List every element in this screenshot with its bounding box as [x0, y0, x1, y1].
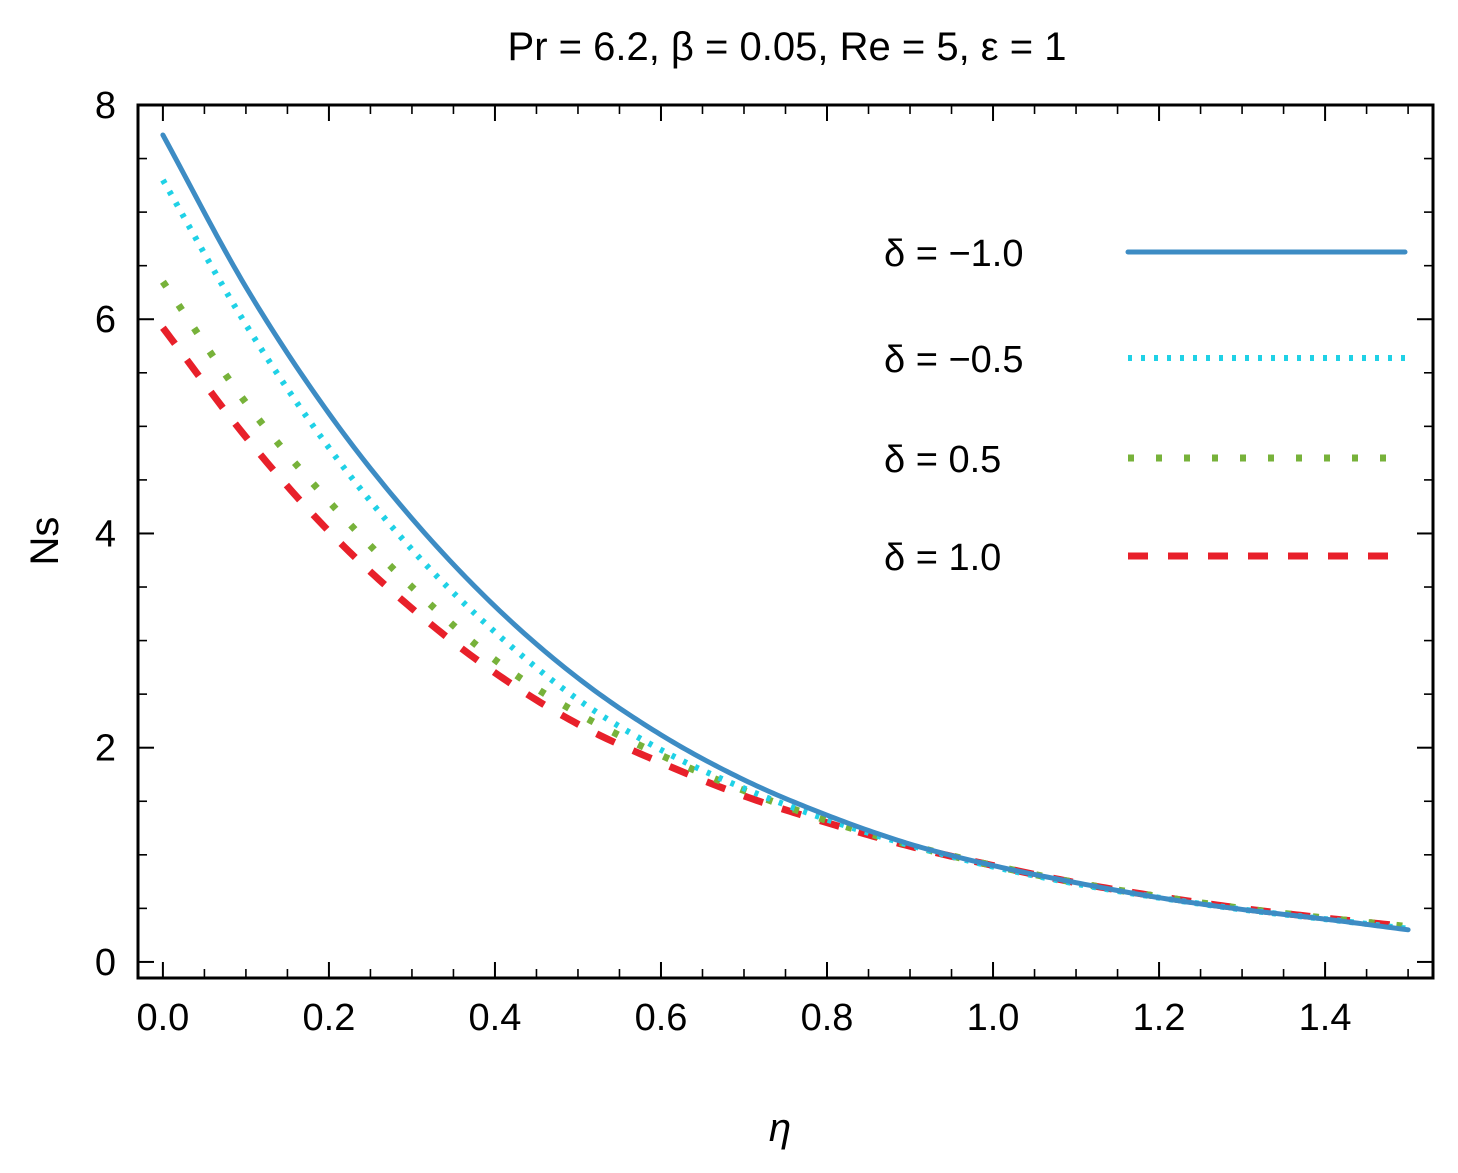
legend-label-1: δ = −0.5: [884, 339, 1023, 381]
legend-label-0: δ = −1.0: [884, 233, 1023, 275]
series-line-0: [160, 132, 1411, 933]
x-tick-label: 1.4: [1299, 997, 1352, 1039]
y-tick-label: 6: [95, 299, 116, 341]
x-tick-label: 1.2: [1133, 997, 1186, 1039]
x-axis-label: η: [769, 1106, 791, 1150]
legend-label-3: δ = 1.0: [884, 537, 1001, 579]
y-tick-label: 0: [95, 942, 116, 984]
y-tick-label: 2: [95, 728, 116, 770]
x-tick-label: 0.6: [635, 997, 688, 1039]
plot-frame: [136, 103, 1435, 980]
series-line-3: [160, 325, 1409, 931]
chart-title: Pr = 6.2, β = 0.05, Re = 5, ε = 1: [508, 25, 1067, 69]
x-tick-label: 0.0: [136, 997, 189, 1039]
legend-label-2: δ = 0.5: [884, 439, 1001, 481]
legend: δ = −1.0 δ = −0.5 δ = 0.5 δ = 1.0: [884, 233, 1408, 579]
y-axis-label: Ns: [23, 517, 67, 566]
ticks-layer: 0.0 0.2 0.4 0.6 0.8 1.0 1.2 1.4 0 2 4 6 8: [95, 85, 1433, 1039]
x-tick-label: 1.0: [967, 997, 1020, 1039]
y-tick-label: 4: [95, 513, 116, 555]
x-tick-label: 0.4: [469, 997, 522, 1039]
y-tick-label: 8: [95, 85, 116, 127]
x-tick-label: 0.2: [303, 997, 356, 1039]
series-line-2: [160, 279, 1409, 931]
series-layer: [160, 132, 1411, 933]
x-tick-label: 0.8: [801, 997, 854, 1039]
